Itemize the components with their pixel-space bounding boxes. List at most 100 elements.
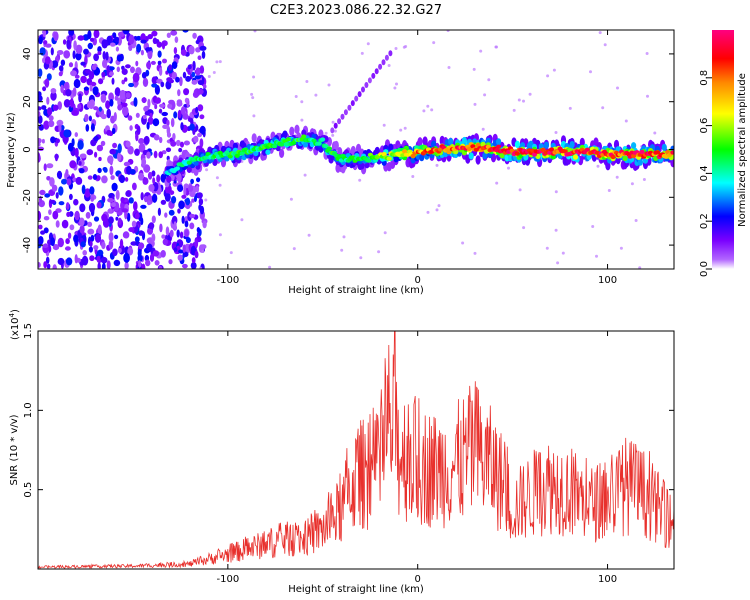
- sparse-point: [358, 178, 362, 182]
- ridge-blob: [548, 147, 555, 152]
- ridge-blob: [402, 149, 408, 154]
- noise-blob: [58, 65, 64, 72]
- ridge-blob: [485, 144, 491, 149]
- noise-blob: [151, 83, 158, 88]
- noise-blob: [111, 182, 118, 192]
- noise-blob: [73, 234, 79, 243]
- noise-blob: [159, 103, 165, 108]
- noise-blob: [38, 124, 44, 131]
- streak-blob: [333, 122, 338, 129]
- noise-blob: [43, 261, 48, 269]
- noise-blob: [130, 66, 135, 74]
- ridge-blob: [417, 137, 423, 147]
- noise-blob: [52, 264, 57, 269]
- sparse-point: [645, 52, 649, 55]
- noise-blob: [160, 250, 166, 258]
- sparse-point: [382, 123, 386, 127]
- noise-blob: [48, 209, 52, 216]
- ridge-blob: [431, 140, 437, 148]
- noise-blob: [133, 201, 138, 211]
- y-tick-label: 1.0: [23, 402, 34, 418]
- sparse-point: [229, 251, 233, 255]
- sparse-point: [642, 178, 646, 181]
- noise-blob: [190, 178, 195, 184]
- noise-blob: [117, 143, 122, 154]
- noise-blob: [72, 87, 77, 97]
- streak-blob: [354, 95, 359, 102]
- ridge-blob: [419, 154, 425, 162]
- noise-blob: [180, 106, 186, 115]
- noise-blob: [157, 50, 162, 58]
- noise-blob: [65, 202, 70, 210]
- noise-blob: [118, 217, 122, 225]
- ridge-blob: [572, 154, 579, 160]
- noise-blob: [69, 98, 74, 108]
- noise-blob: [105, 100, 111, 110]
- noise-blob: [158, 108, 163, 114]
- noise-blob: [49, 199, 56, 204]
- noise-blob: [157, 207, 161, 216]
- sparse-point: [240, 218, 244, 222]
- noise-blob: [114, 234, 119, 240]
- noise-blob: [140, 39, 147, 44]
- ridge-blob: [193, 160, 199, 166]
- noise-blob: [96, 201, 102, 209]
- noise-blob: [97, 46, 102, 53]
- noise-blob: [92, 174, 98, 180]
- noise-blob: [128, 197, 134, 204]
- noise-blob: [108, 92, 114, 102]
- noise-blob: [90, 139, 97, 147]
- ridge-blob: [333, 140, 339, 151]
- noise-blob: [38, 210, 42, 221]
- ridge-blob: [448, 138, 454, 146]
- sparse-point: [479, 49, 483, 53]
- noise-blob: [102, 51, 106, 60]
- noise-blob: [138, 260, 142, 268]
- noise-blob: [146, 243, 153, 252]
- sparse-point: [252, 75, 256, 79]
- noise-blob: [44, 78, 50, 88]
- spectrogram-y-ticks: -40 -20 0 20 40: [22, 29, 674, 270]
- sparse-point: [619, 246, 623, 250]
- sparse-point: [300, 118, 304, 122]
- ridge-blob: [514, 151, 521, 156]
- noise-blob: [112, 142, 118, 149]
- ridge-blob: [531, 152, 538, 157]
- ridge-blob: [239, 151, 245, 156]
- ridge-blob: [543, 141, 550, 149]
- noise-blob: [164, 212, 168, 218]
- noise-blob: [60, 84, 64, 94]
- noise-blob: [175, 76, 180, 83]
- y-tick-label: -40: [22, 237, 33, 253]
- noise-blob: [106, 35, 113, 46]
- ridge-blob: [610, 154, 616, 160]
- sparse-point: [556, 261, 560, 265]
- noise-blob: [129, 169, 136, 175]
- noise-blob: [54, 153, 59, 162]
- sparse-point: [340, 248, 344, 252]
- sparse-point: [292, 247, 296, 251]
- noise-blob: [180, 122, 184, 131]
- streak-blob: [384, 54, 389, 61]
- noise-blob: [90, 196, 95, 202]
- noise-blob: [180, 141, 184, 148]
- snr-y-multiplier: (x104): [8, 309, 21, 340]
- noise-blob: [38, 68, 43, 77]
- noise-blob: [184, 220, 189, 228]
- streak-blob: [340, 113, 345, 120]
- noise-blob: [42, 244, 49, 248]
- noise-blob: [178, 249, 184, 254]
- noise-blob: [153, 150, 158, 159]
- ridge-blob: [316, 141, 322, 146]
- ridge-blob: [514, 140, 521, 148]
- noise-blob: [182, 113, 189, 120]
- noise-blob: [147, 49, 153, 60]
- sparse-point: [205, 168, 209, 172]
- streak-blob: [343, 109, 348, 116]
- colorbar-tick-label: 0.0: [699, 261, 710, 277]
- noise-blob: [51, 184, 58, 192]
- noise-blob: [199, 114, 205, 120]
- noise-blob: [150, 60, 156, 65]
- noise-blob: [38, 115, 43, 124]
- noise-blob: [114, 95, 119, 101]
